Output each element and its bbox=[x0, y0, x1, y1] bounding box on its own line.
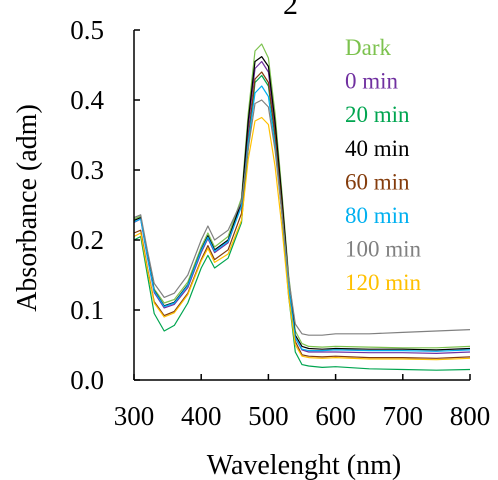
y-tick-label: 0.5 bbox=[70, 15, 104, 45]
series-line-100-min bbox=[133, 99, 471, 336]
legend-entry-80-min: 80 min bbox=[345, 203, 410, 228]
series-layer bbox=[133, 43, 471, 371]
series-line-0-min bbox=[133, 60, 471, 354]
x-tick-label: 400 bbox=[181, 401, 222, 431]
y-tick-label: 0.4 bbox=[70, 85, 104, 115]
x-tick-label: 300 bbox=[114, 401, 155, 431]
axes-layer: 0.0 0.1 0.2 0.3 0.4 0.5 300 400 500 600 700 800 bbox=[70, 15, 490, 431]
y-tick-label: 0.3 bbox=[70, 155, 104, 185]
y-tick-label: 0.1 bbox=[70, 295, 104, 325]
legend: Dark 0 min 20 min 40 min 60 min 80 min 100 min… bbox=[345, 35, 422, 295]
legend-entry-60-min: 60 min bbox=[345, 169, 410, 194]
legend-entry-dark: Dark bbox=[345, 35, 391, 60]
x-tick-label: 500 bbox=[248, 401, 289, 431]
y-axis-title: Absorbance (adm) bbox=[12, 104, 43, 312]
series-line-80-min bbox=[133, 85, 471, 352]
series-line-60-min bbox=[133, 71, 471, 359]
y-tick-label: 0.0 bbox=[70, 365, 104, 395]
x-tick-label: 800 bbox=[450, 401, 491, 431]
legend-entry-20-min: 20 min bbox=[345, 102, 410, 127]
series-line-dark bbox=[133, 43, 471, 349]
series-line-40-min bbox=[133, 55, 471, 351]
series-line-20-min bbox=[133, 74, 471, 371]
top-cut-glyph: 2 bbox=[283, 0, 298, 21]
y-tick-label: 0.2 bbox=[70, 225, 104, 255]
x-tick-label: 700 bbox=[383, 401, 424, 431]
x-axis-title: Wavelenght (nm) bbox=[207, 450, 401, 480]
legend-entry-0-min: 0 min bbox=[345, 69, 399, 94]
series-line-120-min bbox=[133, 116, 471, 361]
legend-entry-40-min: 40 min bbox=[345, 136, 410, 161]
legend-entry-100-min: 100 min bbox=[345, 237, 422, 262]
legend-entry-120-min: 120 min bbox=[345, 270, 422, 295]
x-tick-label: 600 bbox=[315, 401, 356, 431]
